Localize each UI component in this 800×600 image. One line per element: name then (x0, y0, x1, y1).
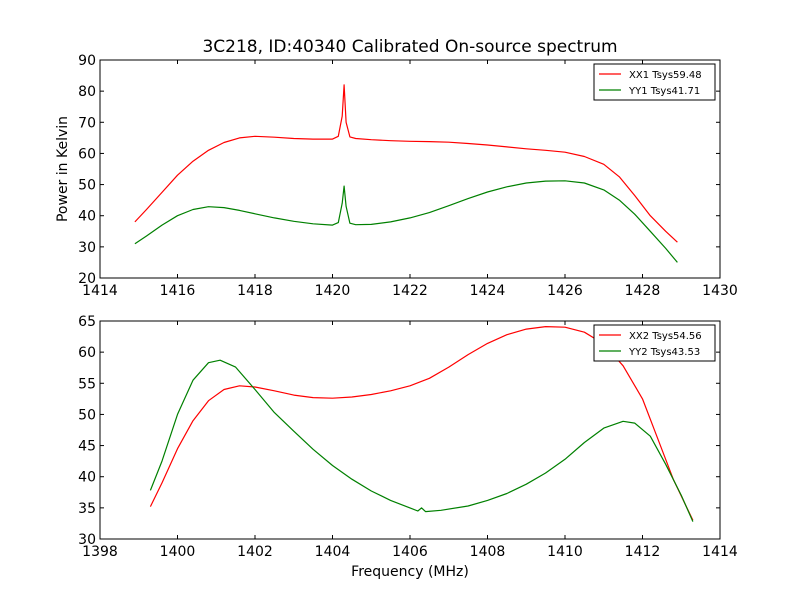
x-tick-label: 1412 (625, 544, 661, 560)
x-tick-label: 1426 (547, 283, 583, 299)
y-tick-label: 30 (78, 240, 96, 256)
legend-label-1: XX1 Tsys59.48 (629, 70, 702, 81)
y-tick-label: 65 (78, 314, 96, 330)
top-panel: 1414 1416 1418 1420 1422 1424 1426 1428 1430 20 30… (78, 53, 738, 299)
x-tick-label: 1424 (470, 283, 506, 299)
x-tick-label: 1420 (315, 283, 351, 299)
legend-label-1: XX2 Tsys54.56 (629, 331, 702, 342)
x-tick-label: 1414 (82, 283, 118, 299)
x-tick-label: 1418 (237, 283, 273, 299)
legend: XX2 Tsys54.56 YY2 Tsys43.53 (593, 324, 716, 362)
y-tick-label: 40 (78, 209, 96, 225)
x-tick-label: 1416 (160, 283, 196, 299)
series-line-2 (134, 180, 678, 263)
x-axis-label: Frequency (MHz) (351, 564, 469, 580)
y-axis-label: Power in Kelvin (55, 116, 71, 222)
x-tick-label: 1414 (702, 544, 738, 560)
x-tick-label: 1400 (160, 544, 196, 560)
legend: XX1 Tsys59.48 YY1 Tsys41.71 (593, 63, 716, 101)
y-tick-label: 20 (78, 271, 96, 287)
y-tick-label: 70 (78, 115, 96, 131)
x-tick-label: 1422 (392, 283, 428, 299)
legend-label-2: YY1 Tsys41.71 (628, 86, 700, 97)
x-tick-label: 1402 (237, 544, 273, 560)
y-tick-label: 50 (78, 407, 96, 423)
bottom-panel: 1398 1400 1402 1404 1406 1408 1410 1412 1414 30 35… (78, 314, 738, 560)
x-tick-label: 1404 (315, 544, 351, 560)
y-tick-label: 55 (78, 376, 96, 392)
series-line-2 (149, 359, 694, 522)
x-tick-label: 1408 (470, 544, 506, 560)
y-tick-label: 90 (78, 53, 96, 69)
x-tick-label: 1410 (547, 544, 583, 560)
series-line-1 (134, 84, 678, 243)
x-tick-label: 1398 (82, 544, 118, 560)
y-tick-label: 60 (78, 146, 96, 162)
y-tick-label: 40 (78, 470, 96, 486)
x-tick-label: 1406 (392, 544, 428, 560)
y-tick-label: 50 (78, 178, 96, 194)
legend-label-2: YY2 Tsys43.53 (628, 347, 700, 358)
y-tick-label: 35 (78, 501, 96, 517)
y-tick-label: 45 (78, 439, 96, 455)
y-tick-label: 60 (78, 345, 96, 361)
y-tick-label: 80 (78, 84, 96, 100)
legend-box (593, 63, 716, 101)
x-tick-label: 1430 (702, 283, 738, 299)
x-tick-label: 1428 (625, 283, 661, 299)
legend-box (593, 324, 716, 362)
chart-title: 3C218, ID:40340 Calibrated On-source spe… (202, 37, 617, 57)
y-tick-label: 30 (78, 532, 96, 548)
